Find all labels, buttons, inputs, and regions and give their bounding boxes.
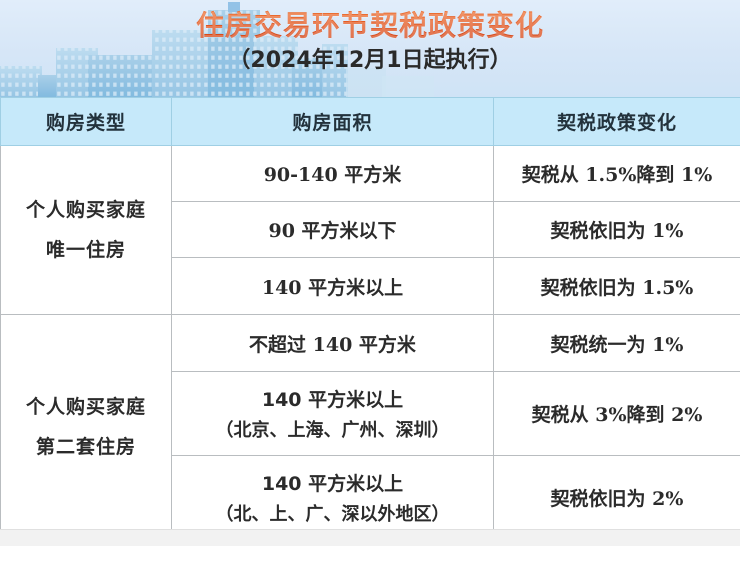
purchase-type-line2: 唯一住房: [45, 239, 126, 261]
table-row: 个人购买家庭 唯一住房 90-140 平方米 契税从 1.5%降到 1%: [0, 145, 740, 315]
table-row: 140 平方米以上 契税依旧为 1.5%: [1, 257, 740, 315]
deed-tax-cell: 契税依旧为 1%: [493, 201, 740, 258]
deed-tax-cell: 契税统一为 1%: [493, 314, 740, 372]
city-skyline-icon: [0, 2, 434, 97]
column-header-floor-area: 购房面积: [171, 97, 494, 146]
table-row: 140 平方米以上 （北、上、广、深以外地区） 契税依旧为 2%: [1, 455, 740, 540]
banner: 住房交易环节契税政策变化 （2024年12月1日起执行）: [0, 0, 740, 97]
floor-area-cell: 90 平方米以下: [171, 201, 494, 258]
page-title: 住房交易环节契税政策变化: [195, 9, 544, 42]
policy-table: 购房类型 购房面积 契税政策变化 个人购买家庭 唯一住房 90-140 平方米 …: [0, 97, 740, 540]
column-header-deed-tax-change: 契税政策变化: [493, 97, 740, 146]
table-header-row: 购房类型 购房面积 契税政策变化: [0, 97, 740, 146]
floor-area-cell: 140 平方米以上 （北、上、广、深以外地区）: [171, 455, 494, 540]
floor-area-note: （北、上、广、深以外地区）: [215, 504, 450, 525]
table-row: 90 平方米以下 契税依旧为 1%: [1, 201, 740, 258]
floor-area-main: 140 平方米以上: [261, 389, 404, 411]
column-header-purchase-type: 购房类型: [0, 97, 172, 146]
banner-text-block: 住房交易环节契税政策变化 （2024年12月1日起执行）: [0, 0, 740, 97]
deed-tax-cell: 契税从 3%降到 2%: [493, 371, 740, 456]
floor-area-main: 140 平方米以上: [261, 473, 404, 495]
deed-tax-cell: 契税依旧为 2%: [493, 455, 740, 540]
purchase-type-line2: 第二套住房: [35, 436, 136, 458]
purchase-type-cell-group2: 个人购买家庭 第二套住房: [0, 314, 172, 540]
table-row: 140 平方米以上 （北京、上海、广州、深圳） 契税从 3%降到 2%: [1, 371, 740, 456]
floor-area-cell: 90-140 平方米: [171, 145, 494, 202]
floor-area-cell: 140 平方米以上: [171, 257, 494, 315]
deed-tax-cell: 契税从 1.5%降到 1%: [493, 145, 740, 202]
policy-table-container: 购房类型 购房面积 契税政策变化 个人购买家庭 唯一住房 90-140 平方米 …: [0, 97, 740, 546]
purchase-type-cell-group1: 个人购买家庭 唯一住房: [0, 145, 172, 315]
deed-tax-cell: 契税依旧为 1.5%: [493, 257, 740, 315]
floor-area-cell: 140 平方米以上 （北京、上海、广州、深圳）: [171, 371, 494, 456]
floor-area-note: （北京、上海、广州、深圳）: [215, 420, 450, 441]
footer-strip: [0, 529, 740, 546]
page-subtitle: （2024年12月1日起执行）: [228, 48, 512, 73]
table-header: 购房类型 购房面积 契税政策变化: [0, 97, 740, 146]
table-body: 个人购买家庭 唯一住房 90-140 平方米 契税从 1.5%降到 1% 90 …: [0, 145, 740, 540]
table-row: 个人购买家庭 第二套住房 不超过 140 平方米 契税统一为 1%: [0, 314, 740, 540]
purchase-type-line1: 个人购买家庭: [25, 199, 146, 221]
floor-area-cell: 不超过 140 平方米: [171, 314, 494, 372]
purchase-type-line1: 个人购买家庭: [25, 396, 146, 418]
